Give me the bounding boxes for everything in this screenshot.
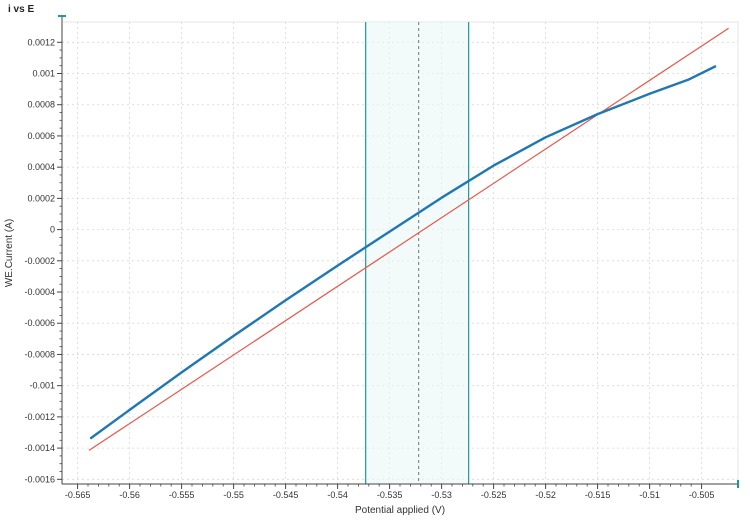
y-axis-title: WE.Current (A) xyxy=(4,219,15,287)
y-tick-label: -0.0004 xyxy=(24,287,55,297)
y-tick-label: -0.0008 xyxy=(24,349,55,359)
fit-line xyxy=(88,27,729,451)
x-tick-label: -0.535 xyxy=(377,490,403,500)
y-tick-label: -0.0012 xyxy=(24,412,55,422)
y-tick-label: -0.001 xyxy=(29,381,55,391)
x-tick-label: -0.565 xyxy=(65,490,91,500)
y-tick-label: 0.0004 xyxy=(27,162,55,172)
x-tick-label: -0.51 xyxy=(639,490,660,500)
x-tick-label: -0.505 xyxy=(689,490,715,500)
x-tick-label: -0.525 xyxy=(481,490,507,500)
y-tick-label: 0 xyxy=(50,225,55,235)
y-tick-label: -0.0014 xyxy=(24,443,55,453)
y-tick-label: -0.0016 xyxy=(24,474,55,484)
x-tick-label: -0.55 xyxy=(223,490,244,500)
y-tick-label: -0.0006 xyxy=(24,318,55,328)
y-tick-label: -0.0002 xyxy=(24,256,55,266)
x-tick-label: -0.545 xyxy=(273,490,299,500)
x-tick-label: -0.56 xyxy=(119,490,140,500)
x-axis-title: Potential applied (V) xyxy=(355,505,445,516)
axes-layer: 0.0012 0.001 0.0008 0.0006 0.0004 0.0002 0 -0.0… xyxy=(24,15,739,500)
y-tick-label: 0.0002 xyxy=(27,193,55,203)
x-tick-label: -0.52 xyxy=(535,490,556,500)
measured-current-line xyxy=(89,65,717,440)
x-tick-label: -0.53 xyxy=(431,490,452,500)
x-tick-label: -0.54 xyxy=(327,490,348,500)
chart-title: i vs E xyxy=(8,4,35,15)
y-tick-label: 0.0008 xyxy=(27,100,55,110)
y-tick-label: 0.0006 xyxy=(27,131,55,141)
y-tick-label: 0.0012 xyxy=(27,37,55,47)
y-tick-label: 0.001 xyxy=(32,69,55,79)
analysis-region-band[interactable] xyxy=(365,22,469,484)
x-tick-label: -0.555 xyxy=(169,490,195,500)
x-tick-label: -0.515 xyxy=(585,490,611,500)
